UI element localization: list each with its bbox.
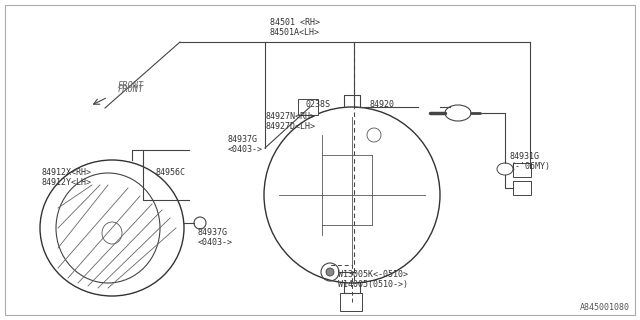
- Text: 84927N<RH>: 84927N<RH>: [265, 112, 315, 121]
- Text: FRONT: FRONT: [118, 81, 144, 90]
- Text: 84937G: 84937G: [198, 228, 228, 237]
- Text: 0238S: 0238S: [305, 100, 330, 109]
- Text: 84501A<LH>: 84501A<LH>: [270, 28, 320, 37]
- Text: 84920: 84920: [370, 100, 395, 109]
- Text: 84956C: 84956C: [155, 168, 185, 177]
- Bar: [513, 181, 531, 195]
- Text: 84927D<LH>: 84927D<LH>: [265, 122, 315, 131]
- Text: 84931G: 84931G: [510, 152, 540, 161]
- Text: W13005K<-0510>: W13005K<-0510>: [338, 270, 408, 279]
- Text: FRONT: FRONT: [118, 85, 144, 94]
- Text: (-'06MY): (-'06MY): [510, 162, 550, 171]
- Text: 84912X<RH>: 84912X<RH>: [42, 168, 92, 177]
- Text: <0403->: <0403->: [198, 238, 233, 247]
- Text: 84937G: 84937G: [228, 135, 258, 144]
- Text: <0403->: <0403->: [228, 145, 263, 154]
- Circle shape: [326, 268, 334, 276]
- Text: 84501 <RH>: 84501 <RH>: [270, 18, 320, 27]
- Text: 84912Y<LH>: 84912Y<LH>: [42, 178, 92, 187]
- Bar: [340, 293, 362, 311]
- Bar: [513, 163, 531, 177]
- Text: W14005(0510->): W14005(0510->): [338, 280, 408, 289]
- Bar: [298, 99, 318, 115]
- Text: A845001080: A845001080: [580, 303, 630, 312]
